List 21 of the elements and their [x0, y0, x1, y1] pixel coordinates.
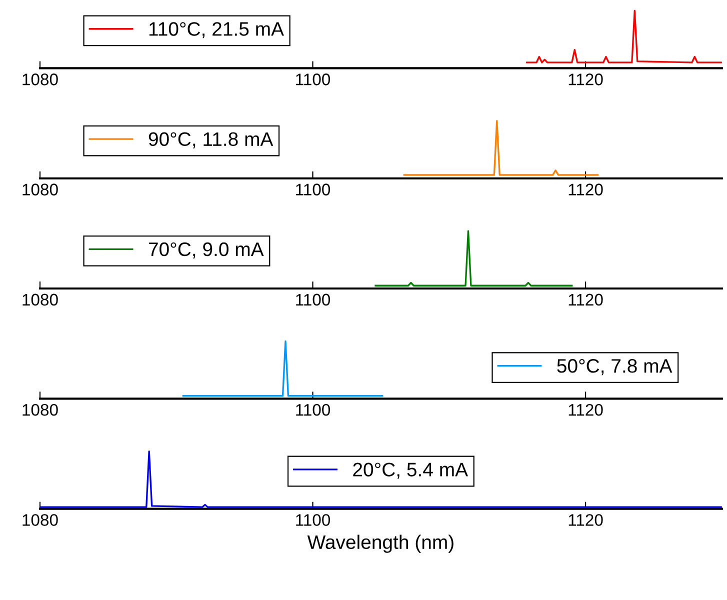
x-tick-label: 1080 [22, 514, 58, 526]
x-axis-title: Wavelength (nm) [307, 534, 454, 553]
x-tick-label: 1080 [22, 404, 58, 416]
x-tick-label: 1100 [296, 74, 330, 86]
x-tick-label: 1120 [568, 184, 603, 196]
x-tick-label: 1100 [296, 294, 330, 306]
x-tick-label: 1080 [22, 184, 58, 196]
x-tick-label: 1120 [568, 74, 603, 86]
legend-label: 110°C, 21.5 mA [149, 22, 284, 38]
x-tick-label: 1080 [22, 74, 58, 86]
x-tick-label: 1080 [22, 294, 58, 306]
x-tick-label: 1100 [296, 404, 330, 416]
x-tick-label: 1120 [568, 514, 603, 526]
legend-label: 70°C, 9.0 mA [148, 242, 264, 258]
x-tick-label: 1120 [568, 404, 603, 416]
legend-label: 20°C, 5.4 mA [353, 462, 468, 479]
legend-label: 90°C, 11.8 mA [148, 132, 274, 148]
legend-label: 50°C, 7.8 mA [557, 359, 672, 376]
x-tick-label: 1120 [568, 294, 603, 306]
x-tick-label: 1100 [296, 514, 330, 526]
x-tick-label: 1100 [296, 184, 330, 196]
